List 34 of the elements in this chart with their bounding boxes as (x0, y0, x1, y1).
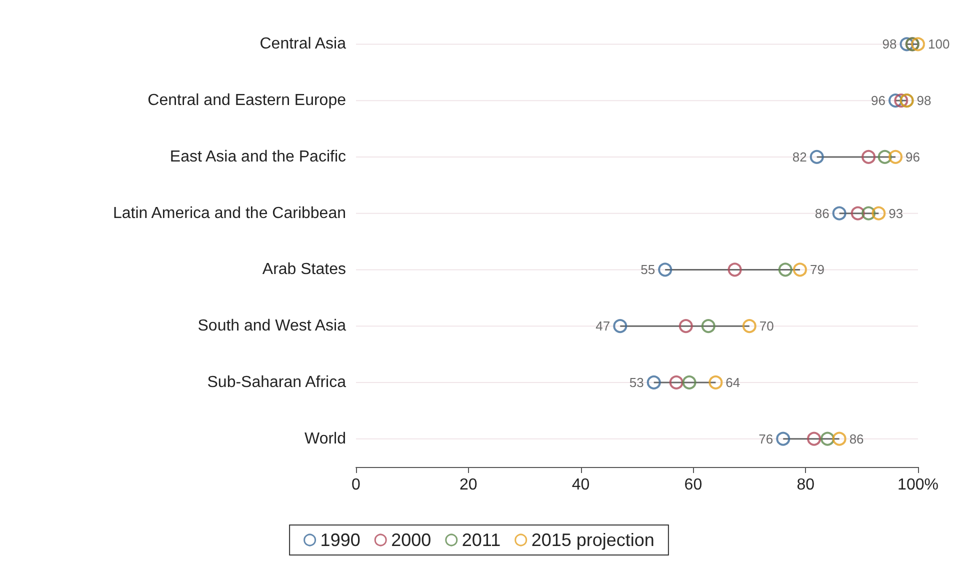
data-label: 82 (792, 149, 807, 164)
y-tick-label: East Asia and the Pacific (170, 148, 346, 166)
y-tick-label: World (304, 430, 346, 448)
data-label: 98 (916, 93, 932, 108)
data-label: 70 (759, 318, 774, 334)
legend-label: 2015 projection (531, 530, 654, 550)
y-tick-label: South and West Asia (198, 318, 346, 335)
x-tick-label: 80 (796, 476, 815, 494)
x-tick-label: 60 (684, 476, 702, 494)
data-label: 53 (629, 374, 644, 390)
data-label: 96 (871, 93, 886, 108)
y-tick-label: Central Asia (260, 36, 346, 53)
data-label: 79 (810, 262, 824, 278)
legend-label: 1990 (320, 530, 360, 550)
data-label: 100 (928, 36, 950, 52)
data-label: 76 (758, 431, 774, 446)
data-label: 55 (640, 262, 656, 278)
data-label: 96 (906, 149, 920, 164)
y-tick-label: Sub-Saharan Africa (207, 374, 346, 391)
x-tick-label: 100% (898, 476, 938, 494)
y-tick-label: Arab States (262, 261, 346, 278)
data-label: 86 (849, 431, 864, 446)
data-label: 93 (888, 206, 904, 221)
legend-label: 2011 (462, 530, 501, 550)
x-tick-label: 40 (572, 476, 590, 494)
data-label: 47 (596, 318, 610, 334)
data-label: 64 (726, 374, 740, 390)
legend-label: 2000 (391, 530, 432, 550)
x-tick-label: 20 (460, 476, 478, 494)
data-label: 98 (882, 36, 897, 52)
data-label: 86 (814, 206, 830, 221)
x-tick-label: 0 (352, 476, 361, 494)
y-tick-label: Latin America and the Caribbean (112, 204, 346, 222)
y-tick-label: Central and Eastern Europe (148, 92, 346, 110)
